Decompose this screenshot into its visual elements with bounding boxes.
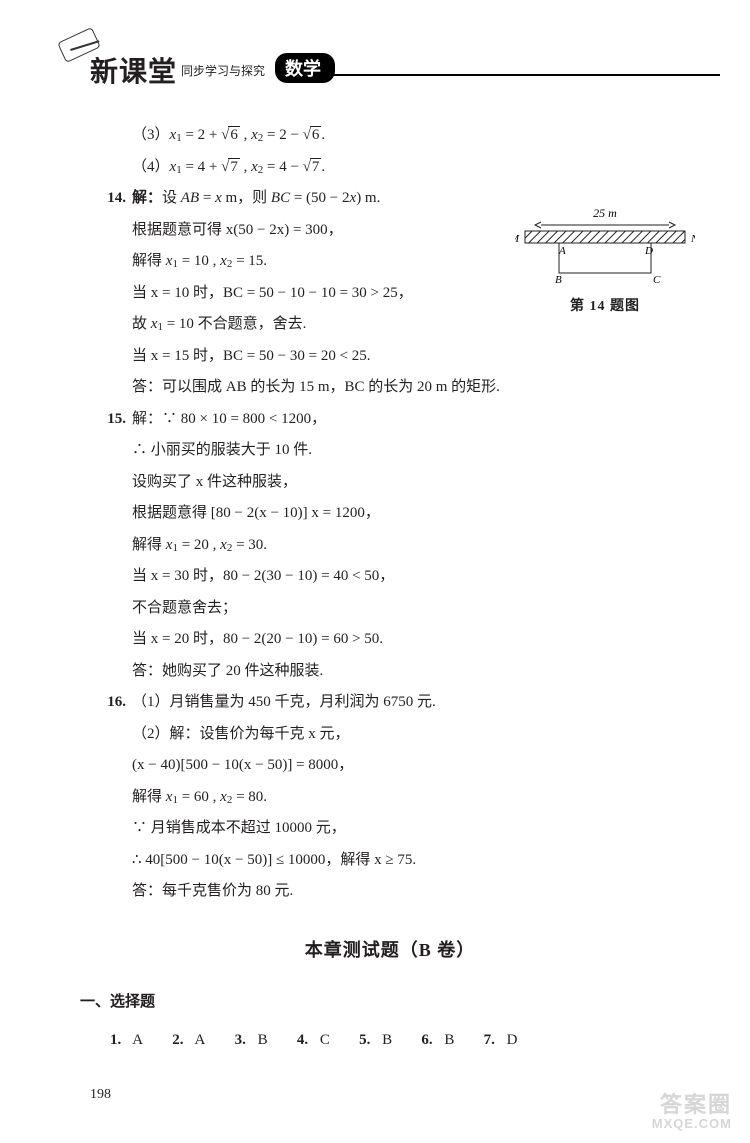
watermark-line1: 答案圈 [652, 1093, 732, 1117]
section-title: 本章测试题（B 卷） [90, 932, 690, 970]
q15-line6: 当 x = 30 时，80 − 2(30 − 10) = 40 < 50， [90, 561, 690, 593]
fig-D: D [644, 245, 653, 257]
q16-line5: ∵ 月销售成本不超过 10000 元， [90, 813, 690, 845]
subsection-title: 一、选择题 [80, 987, 690, 1019]
mc-a4: C [320, 1032, 330, 1048]
q16-line4: 解得 x1 = 60 , x2 = 80. [90, 782, 690, 814]
fig-M: M [515, 233, 520, 245]
q14-line7: 答：可以围成 AB 的长为 15 m，BC 的长为 20 m 的矩形. [90, 372, 690, 404]
mc-n4: 4. [297, 1032, 308, 1048]
q16-line3: (x − 40)[500 − 10(x − 50)] = 8000， [90, 750, 690, 782]
mc-n7: 7. [484, 1032, 495, 1048]
mc-a3: B [258, 1032, 268, 1048]
mc-n6: 6. [421, 1032, 432, 1048]
mc-a5: B [382, 1032, 392, 1048]
mc-n3: 3. [235, 1032, 246, 1048]
watermark-line2: MXQE.COM [652, 1117, 732, 1131]
q15-line9: 答：她购买了 20 件这种服装. [90, 656, 690, 688]
q14-label: 14. [90, 183, 132, 215]
header-rule [326, 74, 720, 76]
line-3: （3）x1 = 2 + 6 , x2 = 2 − 6. [90, 120, 690, 152]
mc-a6: B [444, 1032, 454, 1048]
page: 新课堂 同步学习与探究 数学 （3）x1 = 2 + 6 , x2 = 2 − … [0, 0, 750, 1143]
q15-line2: ∴ 小丽买的服装大于 10 件. [90, 435, 690, 467]
mc-answers: 1. A 2. A 3. B 4. C 5. B 6. B 7. D [90, 1025, 690, 1057]
mc-a7: D [507, 1032, 518, 1048]
mc-a2: A [194, 1032, 205, 1048]
watermark: 答案圈 MXQE.COM [652, 1093, 732, 1131]
q15-line7: 不合题意舍去； [90, 593, 690, 625]
q15-line8: 当 x = 20 时，80 − 2(20 − 10) = 60 > 50. [90, 624, 690, 656]
mc-n5: 5. [359, 1032, 370, 1048]
q15-line5: 解得 x1 = 20 , x2 = 30. [90, 530, 690, 562]
q15-line3: 设购买了 x 件这种服装， [90, 467, 690, 499]
q15-line1: 解：∵ 80 × 10 = 800 < 1200， [132, 404, 690, 436]
q16-line6: ∴ 40[500 − 10(x − 50)] ≤ 10000，解得 x ≥ 75… [90, 845, 690, 877]
mc-a1: A [132, 1032, 143, 1048]
fig-N: N [690, 233, 695, 245]
q16: 16. （1）月销售量为 450 千克，月利润为 6750 元. [90, 687, 690, 719]
brand-title: 新课堂 [90, 57, 177, 88]
fig-width-label: 25 m [593, 206, 617, 220]
page-header: 新课堂 同步学习与探究 数学 [90, 50, 690, 100]
line-4: （4）x1 = 4 + 7 , x2 = 4 − 7. [90, 152, 690, 184]
q16-line7: 答：每千克售价为 80 元. [90, 876, 690, 908]
figure-14: 25 m M N A D B C 第 14 题图 [510, 205, 700, 315]
fig-C: C [653, 274, 661, 285]
figure-caption: 第 14 题图 [510, 295, 700, 315]
brand-subtitle: 同步学习与探究 [181, 64, 265, 78]
fig-B: B [555, 274, 562, 285]
q15-label: 15. [90, 404, 132, 436]
q15: 15. 解：∵ 80 × 10 = 800 < 1200， [90, 404, 690, 436]
mc-n1: 1. [110, 1032, 121, 1048]
figure-14-svg: 25 m M N A D B C [515, 205, 695, 285]
q16-label: 16. [90, 687, 132, 719]
q15-line4: 根据题意得 [80 − 2(x − 10)] x = 1200， [90, 498, 690, 530]
q16-line2: （2）解：设售价为每千克 x 元， [90, 719, 690, 751]
mc-n2: 2. [172, 1032, 183, 1048]
page-number: 198 [90, 1087, 111, 1103]
q16-line1: （1）月销售量为 450 千克，月利润为 6750 元. [132, 687, 690, 719]
subject-badge: 数学 [275, 53, 335, 83]
q14-line6: 当 x = 15 时，BC = 50 − 30 = 20 < 25. [90, 341, 690, 373]
